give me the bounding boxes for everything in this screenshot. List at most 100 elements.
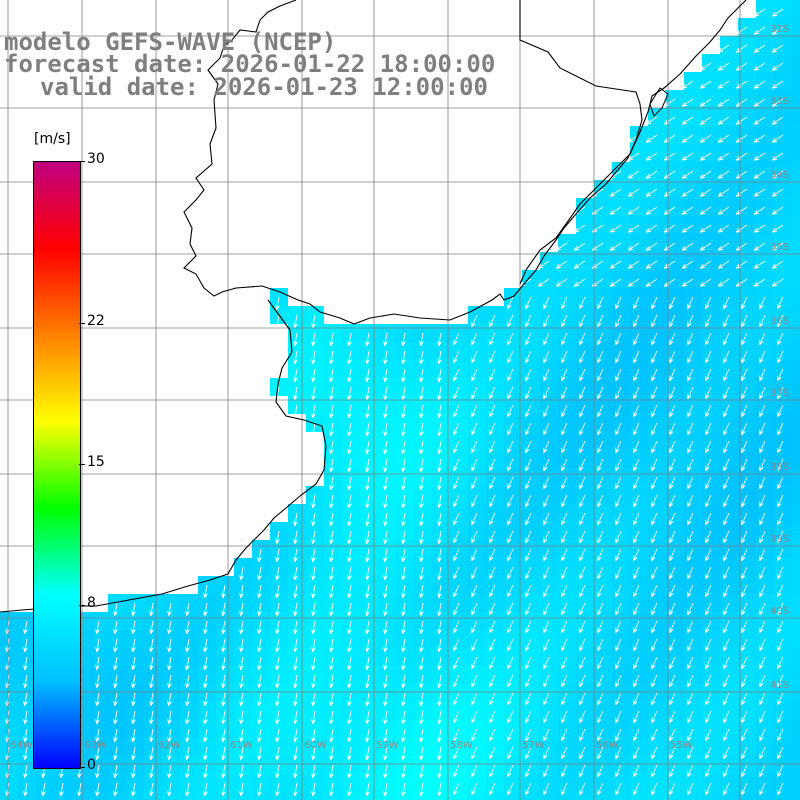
wind-arrow xyxy=(699,98,712,107)
wind-arrow xyxy=(705,458,712,472)
wind-arrow xyxy=(669,314,676,328)
wind-arrow xyxy=(275,548,280,563)
wind-arrow xyxy=(543,674,550,688)
wind-arrow xyxy=(687,332,694,346)
wind-arrow xyxy=(525,746,532,760)
wind-arrow xyxy=(131,692,136,707)
wind-arrow xyxy=(615,602,622,616)
wind-arrow xyxy=(131,656,136,671)
wind-arrow xyxy=(401,350,406,365)
wind-arrow xyxy=(507,782,514,796)
wind-cell xyxy=(702,792,720,800)
wind-arrow xyxy=(437,530,442,545)
wind-arrow xyxy=(401,746,406,761)
wind-arrow xyxy=(753,170,766,179)
wind-arrow xyxy=(543,314,550,328)
wind-arrow xyxy=(239,620,244,635)
wind-cell xyxy=(252,792,270,800)
wind-arrow xyxy=(453,386,460,400)
wind-arrow xyxy=(705,476,712,490)
wind-arrow xyxy=(507,458,514,472)
wind-arrow xyxy=(489,422,496,436)
wind-arrow xyxy=(347,530,352,545)
wind-arrow xyxy=(681,278,694,287)
wind-arrow xyxy=(185,782,190,797)
wind-arrow xyxy=(347,692,352,707)
wind-arrow xyxy=(131,782,136,797)
wind-arrow xyxy=(453,728,460,742)
wind-arrow xyxy=(525,476,532,490)
wind-arrow xyxy=(453,332,460,346)
wind-arrow xyxy=(41,782,46,797)
wind-arrow xyxy=(507,728,514,742)
wind-arrow xyxy=(561,656,568,670)
wind-arrow xyxy=(741,314,748,328)
wind-arrow xyxy=(651,332,658,346)
wind-arrow xyxy=(419,602,424,617)
wind-arrow xyxy=(329,566,334,581)
wind-arrow xyxy=(651,494,658,508)
wind-cell xyxy=(792,594,800,612)
wind-arrow xyxy=(383,332,388,347)
wind-arrow xyxy=(453,440,460,454)
wind-arrow xyxy=(489,602,496,616)
wind-arrow xyxy=(705,656,712,670)
wind-arrow xyxy=(759,602,766,616)
wind-cell xyxy=(486,792,504,800)
wind-arrow xyxy=(651,512,658,526)
wind-arrow xyxy=(489,404,496,418)
wind-arrow xyxy=(651,638,658,652)
wind-arrow xyxy=(525,368,532,382)
wind-arrow xyxy=(311,728,316,743)
wind-arrow xyxy=(221,584,226,599)
wind-arrow xyxy=(651,404,658,418)
wind-arrow xyxy=(717,98,730,107)
wind-arrow xyxy=(741,332,748,346)
wind-arrow xyxy=(471,728,478,742)
coastline-uruguay-east xyxy=(519,0,747,285)
wind-arrow xyxy=(699,152,712,161)
longitude-label: 55W xyxy=(670,740,693,751)
wind-arrow xyxy=(633,458,640,472)
wind-arrow xyxy=(633,692,640,706)
wind-arrow xyxy=(203,584,208,599)
wind-arrow xyxy=(203,692,208,707)
wind-arrow xyxy=(471,746,478,760)
wind-arrow xyxy=(699,170,712,179)
wind-arrow xyxy=(627,278,640,287)
wind-arrow xyxy=(167,638,172,653)
wind-arrow xyxy=(239,692,244,707)
wind-arrow xyxy=(401,656,406,671)
wind-arrow xyxy=(437,368,442,383)
wind-arrow xyxy=(741,350,748,364)
wind-arrow xyxy=(651,710,658,724)
wind-arrow xyxy=(627,152,640,161)
wind-arrow xyxy=(717,260,730,269)
colorbar-tick-mark xyxy=(79,605,85,607)
wind-arrow xyxy=(489,332,496,346)
wind-arrow xyxy=(717,278,730,287)
wind-arrow xyxy=(669,368,676,382)
wind-arrow xyxy=(651,674,658,688)
wind-arrow xyxy=(453,692,460,706)
wind-arrow xyxy=(543,350,550,364)
wind-arrow xyxy=(615,476,622,490)
wind-arrow xyxy=(723,764,730,778)
wind-arrow xyxy=(543,440,550,454)
wind-cell xyxy=(792,324,800,342)
wind-arrow xyxy=(293,386,298,401)
wind-arrow xyxy=(311,638,316,653)
wind-cell xyxy=(288,792,306,800)
wind-arrow xyxy=(669,764,676,778)
wind-arrow xyxy=(615,710,622,724)
wind-arrow xyxy=(471,620,478,634)
wind-arrow xyxy=(645,188,658,197)
wind-arrow xyxy=(383,548,388,563)
wind-arrow xyxy=(597,764,604,778)
wind-arrow xyxy=(597,314,604,328)
wind-arrow xyxy=(687,710,694,724)
wind-arrow xyxy=(597,404,604,418)
wind-arrow xyxy=(771,80,784,89)
wind-arrow xyxy=(453,368,460,382)
wind-cell xyxy=(648,792,666,800)
